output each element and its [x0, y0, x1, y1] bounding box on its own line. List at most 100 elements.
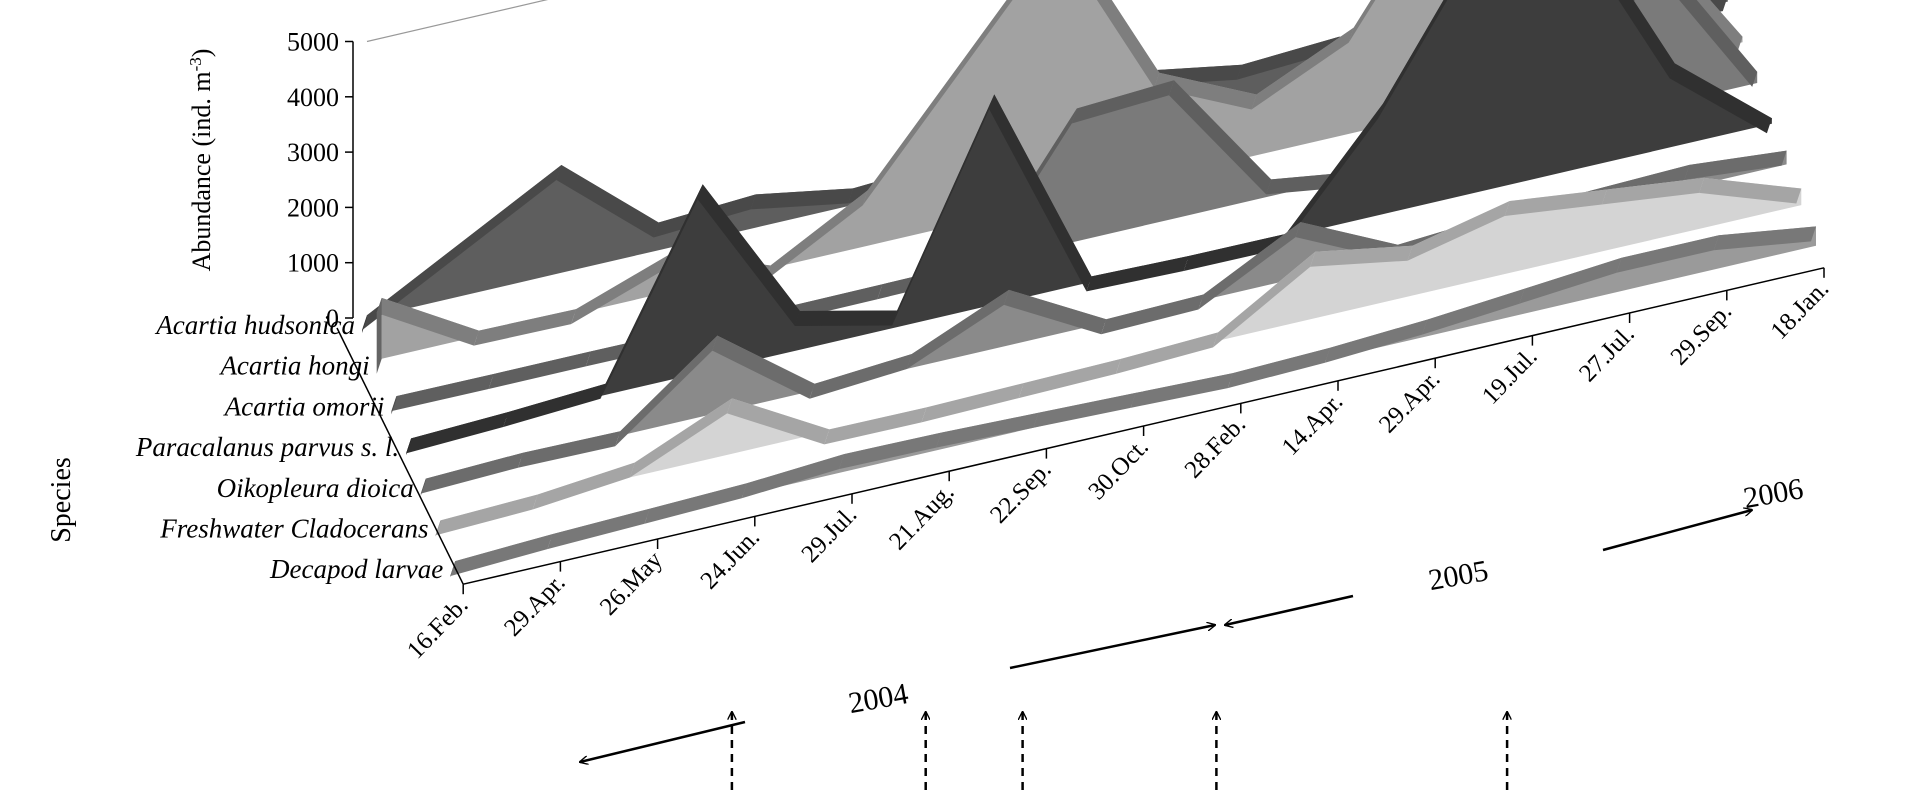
- series-ribbon-segment: [1101, 294, 1204, 335]
- series-ribbon-segment: [1616, 235, 1719, 273]
- series-label: Decapod larvae: [269, 554, 443, 584]
- period-arrow: [1602, 510, 1752, 552]
- series-ribbon-segment: [1713, 226, 1816, 251]
- series-ribbon-segment: [1618, 0, 1675, 79]
- series-ribbon-segment: [532, 462, 635, 510]
- series-ribbon-segment: [712, 335, 815, 399]
- series-ribbon: [406, 0, 1772, 456]
- series-ribbon-segment: [750, 188, 853, 210]
- series-ribbon-segment: [1213, 251, 1316, 348]
- series-ribbon-segment: [892, 94, 995, 326]
- series-ribbon-segment: [1422, 288, 1525, 335]
- year-label: 2006: [1741, 472, 1806, 515]
- z-axis-label: Species: [46, 457, 77, 543]
- series-ribbon-segment: [644, 483, 747, 524]
- year-label: 2004: [846, 677, 911, 720]
- series-ribbon-segment: [1504, 189, 1607, 216]
- x-tick-label: 14.Apr.: [1277, 388, 1349, 461]
- series-ribbon-segment: [824, 407, 927, 445]
- series-ribbon-segment: [1310, 245, 1413, 267]
- series-ribbon-segment: [839, 432, 942, 470]
- series-end-cap: [406, 438, 412, 456]
- x-tick-label: 29.Jul.: [797, 501, 863, 568]
- series-ribbon-segment: [391, 374, 494, 412]
- series-ribbon-segment: [629, 398, 733, 478]
- x-tick-label: 24.Jun.: [696, 524, 766, 595]
- series-ribbon-segment: [1601, 177, 1705, 205]
- series-ribbon-segment: [615, 335, 718, 447]
- series-end-cap: [391, 396, 397, 415]
- series-ribbon-segment: [1130, 373, 1233, 408]
- series-ribbon-segment: [727, 398, 830, 445]
- series-ribbon-segment: [1251, 27, 1354, 110]
- series-ribbon-segment: [1018, 358, 1121, 399]
- series-ribbon-segment: [697, 184, 800, 326]
- series-label: Acartia omorii: [223, 391, 385, 421]
- series-end-cap: [435, 520, 441, 537]
- y-axis-label: Abundance (ind. m-3): [186, 49, 217, 272]
- series-ribbon-segment: [1115, 332, 1219, 374]
- chart-layers: [362, 0, 1817, 578]
- series-ribbon-segment: [503, 383, 606, 427]
- series-label: Paracalanus parvus s. l.: [135, 432, 399, 462]
- period-arrow: [1225, 594, 1354, 625]
- series-ribbon-segment: [450, 534, 553, 577]
- series-ribbon-segment: [1183, 233, 1286, 271]
- series-ribbon-segment: [406, 412, 509, 454]
- series-label: Oikopleura dioica: [217, 473, 414, 503]
- series-ribbon-segment: [906, 289, 1009, 369]
- series-ribbon-segment: [741, 454, 844, 499]
- series-label: Acartia hongi: [218, 351, 369, 381]
- series-ribbon-segment: [936, 412, 1039, 448]
- series-ribbon-segment: [459, 165, 562, 256]
- series-ribbon-segment: [959, 0, 1013, 73]
- x-tick-label: 16.Feb.: [402, 592, 474, 665]
- series-area: [396, 0, 1758, 400]
- series-ribbon-segment: [547, 508, 650, 550]
- x-tick-label: 29.Apr.: [499, 569, 571, 642]
- year-label: 2005: [1426, 554, 1491, 597]
- series-ribbon-segment: [1325, 319, 1428, 363]
- series-end-cap: [376, 297, 382, 374]
- series-ribbon-segment: [862, 57, 965, 206]
- series-ribbon-segment: [518, 431, 621, 468]
- series-ribbon-segment: [376, 297, 479, 346]
- series-ribbon-segment: [420, 452, 523, 494]
- series-label: Freshwater Cladocerans: [159, 514, 428, 544]
- series-ribbon-segment: [1096, 0, 1160, 88]
- series-ribbon-segment: [765, 190, 868, 281]
- series-ribbon-segment: [1071, 80, 1174, 124]
- series-ribbon-segment: [1169, 80, 1272, 195]
- y-tick-label: 0: [326, 304, 339, 333]
- y-tick-label: 5000: [287, 28, 339, 57]
- x-tick-label: 29.Sep.: [1666, 298, 1738, 371]
- series-label: Acartia hudsonica: [154, 310, 355, 340]
- series-ribbon-segment: [1227, 347, 1330, 389]
- series-ribbon-segment: [809, 354, 912, 399]
- series-ribbon-segment: [1669, 63, 1772, 134]
- x-tick-label: 19.Jul.: [1477, 343, 1543, 410]
- series-ribbon-segment: [1348, 0, 1376, 43]
- series-ribbon-segment: [1519, 257, 1622, 304]
- x-tick-label: 21.Aug.: [884, 479, 959, 556]
- series-ribbon-segment: [1407, 201, 1510, 261]
- series-ribbon-segment: [1699, 177, 1802, 204]
- series-ribbon-segment: [989, 94, 1092, 292]
- y-tick-label: 4000: [287, 83, 339, 112]
- series-ribbon-segment: [435, 494, 538, 536]
- series-ribbon-segment: [1378, 0, 1448, 119]
- series-ribbon-segment: [1198, 222, 1301, 310]
- y-tick-label: 1000: [287, 249, 339, 278]
- x-tick-label: 28.Feb.: [1180, 411, 1252, 484]
- series-ribbon-segment: [1280, 103, 1384, 249]
- x-tick-label: 30.Oct.: [1083, 433, 1154, 505]
- period-arrow: [1009, 625, 1215, 670]
- series-ribbon: [450, 226, 1817, 578]
- y-tick-label: 3000: [287, 138, 339, 167]
- x-tick-label: 18.Jan.: [1766, 275, 1835, 345]
- x-tick-label: 26.May: [595, 546, 668, 621]
- x-tick-label: 27.Jul.: [1574, 320, 1640, 387]
- series-ribbon-segment: [1236, 36, 1339, 80]
- series-ribbon: [435, 177, 1802, 537]
- annotations: [336, 40, 1825, 790]
